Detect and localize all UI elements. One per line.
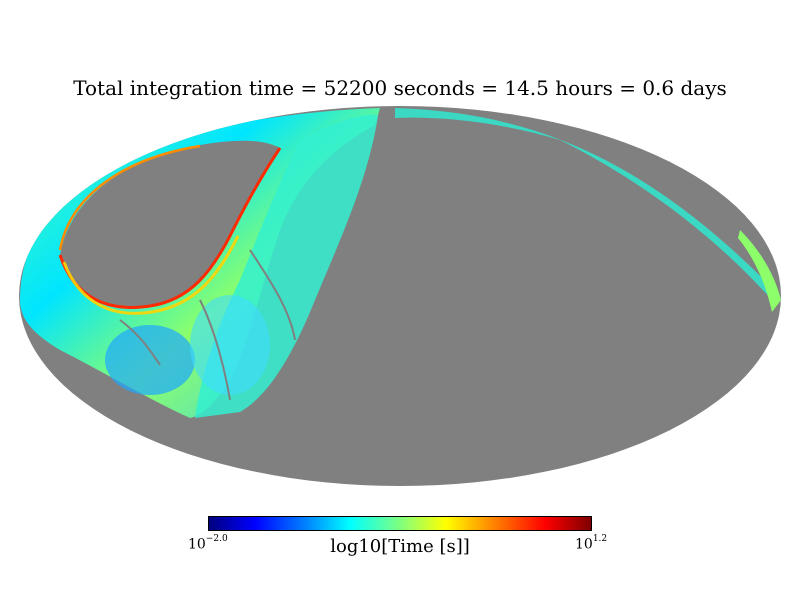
coverage-gap-3 [119, 319, 161, 366]
coverage-edge-upper [58, 144, 201, 251]
coverage-hole [60, 140, 280, 308]
colorbar-label: log10[Time [s]] [330, 536, 470, 557]
coverage-arc-right-edge [738, 230, 781, 312]
coverage-gap-2 [249, 249, 296, 341]
coverage-lobe-green [190, 295, 270, 395]
colorbar [208, 516, 592, 531]
colorbar-min-label: 10−2.0 [188, 534, 228, 553]
coverage-edge-mid [62, 235, 240, 315]
coverage-region [20, 108, 781, 419]
chart-title: Total integration time = 52200 seconds =… [73, 76, 727, 100]
coverage-edge-high [58, 147, 282, 309]
colorbar-max-label: 101.2 [575, 534, 608, 553]
coverage-lobe-blue [105, 325, 195, 395]
coverage-gap-1 [199, 299, 231, 401]
